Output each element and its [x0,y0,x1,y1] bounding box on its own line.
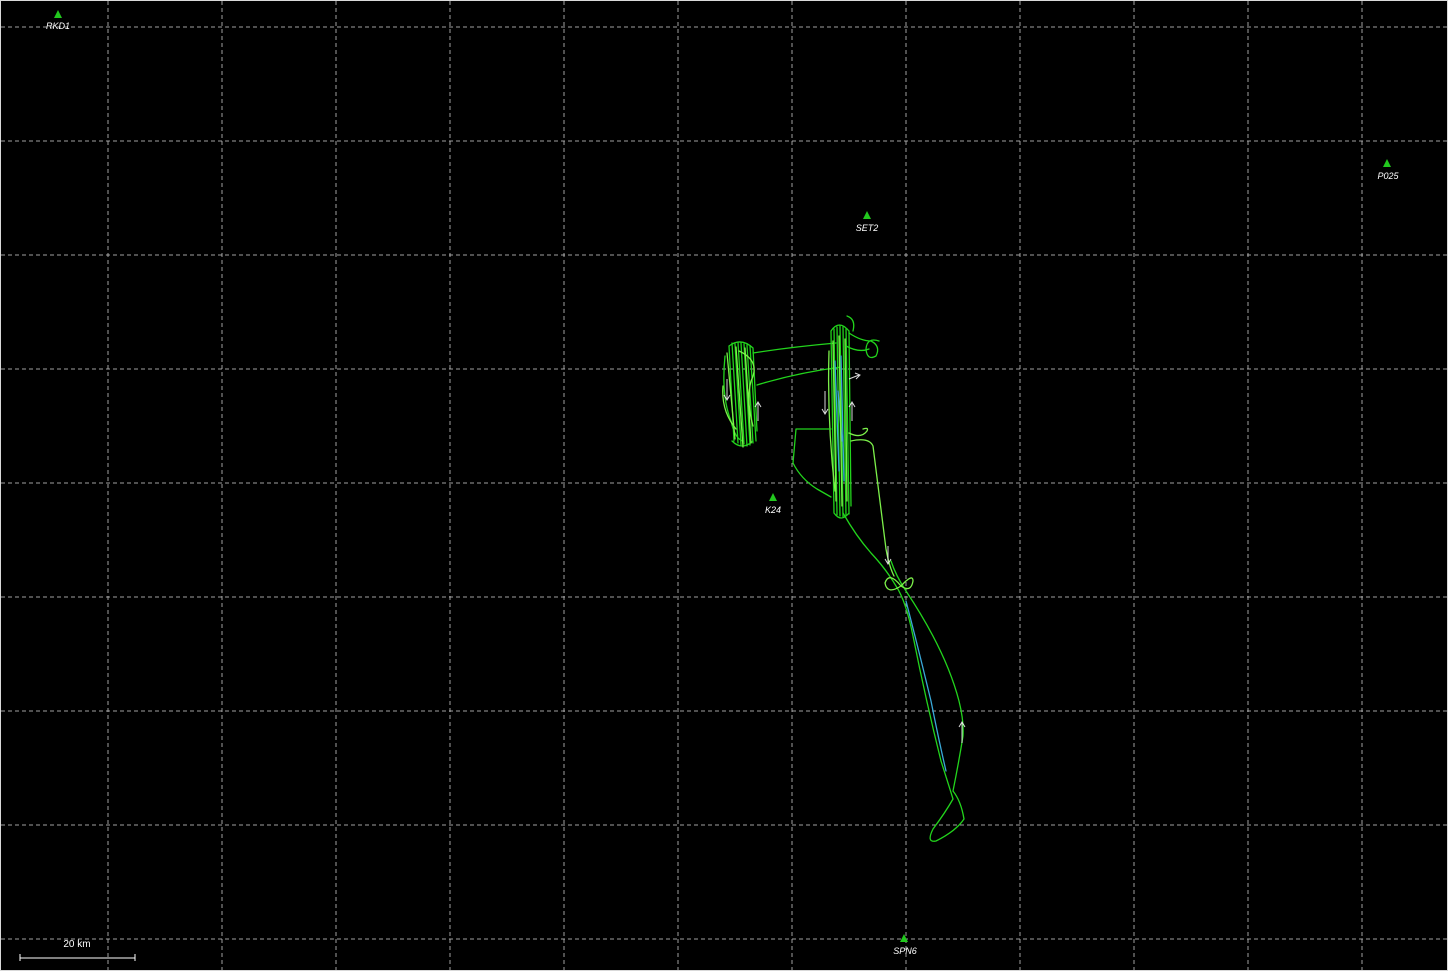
station-spn6-label: SPN6 [893,946,917,956]
station-k24-label: K24 [765,505,781,515]
station-spn6-marker[interactable] [900,934,908,942]
flight-track-west-block-overlay [722,346,755,448]
station-set2[interactable]: SET2 [856,211,879,233]
flight-track-south-transit-overlay [905,600,947,772]
station-p025[interactable]: P025 [1377,159,1399,181]
arrow-central-down [821,391,829,415]
station-k24-marker[interactable] [769,493,777,501]
flight-track-layer [722,315,966,842]
flight-track-east-loop [848,427,895,577]
flight-track-central-block [830,324,852,519]
station-rkd1-label: RKD1 [46,21,70,31]
flight-track-west-links [752,342,842,386]
station-rkd1-marker[interactable] [54,10,62,18]
flight-track-west-block [723,341,758,447]
flight-track-northeast-loops [845,315,880,359]
station-set2-label: SET2 [856,223,879,233]
arrow-south-transit [884,546,892,565]
station-rkd1[interactable]: RKD1 [46,10,70,31]
arrow-west-block-down [723,379,731,401]
flight-track-south-transit [842,512,965,842]
arrow-west-block-up [754,401,762,421]
station-spn6[interactable]: SPN6 [893,934,917,956]
track-direction-arrows [723,372,966,743]
flight-track-figure-eight [884,577,914,591]
arrow-central-up [848,401,856,421]
flight-track-central-block-highlight [827,335,848,507]
station-layer: RKD1 SET2 P025 K24 SPN6 [46,10,1399,956]
station-k24[interactable]: K24 [765,493,781,515]
station-set2-marker[interactable] [863,211,871,219]
scale-bar: 20 km [19,939,136,961]
arrow-northeast [848,372,861,380]
station-p025-marker[interactable] [1383,159,1391,167]
scale-bar-label: 20 km [63,939,90,950]
arrow-return-up [958,721,966,743]
flight-track-southwest-detour [792,428,832,498]
station-p025-label: P025 [1377,171,1399,181]
